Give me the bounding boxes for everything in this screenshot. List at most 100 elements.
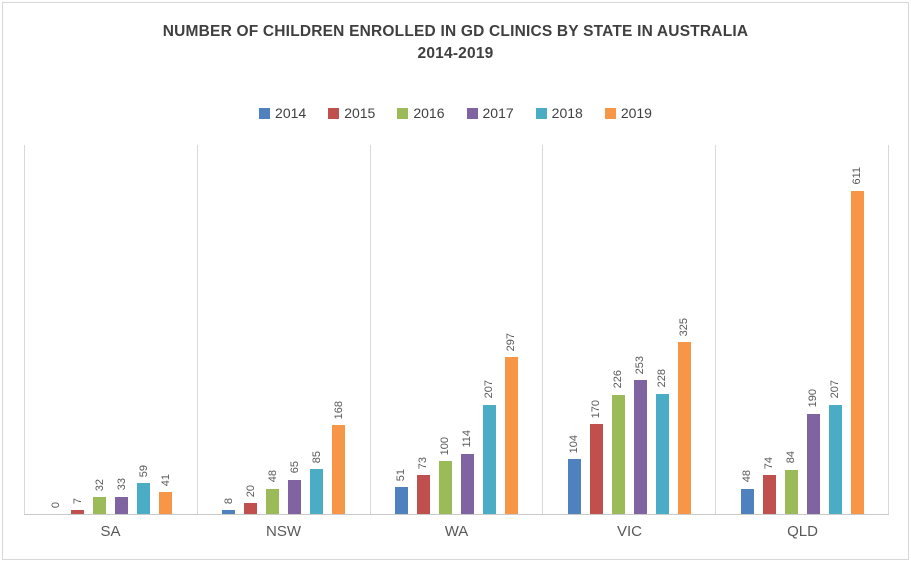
category-label-WA: WA: [444, 522, 469, 540]
bar-value-label: 170: [590, 399, 603, 419]
bar-QLD-2018: [828, 404, 842, 514]
bar-QLD-2014: [740, 488, 754, 514]
bar-value-label: 104: [568, 434, 581, 453]
category-axis: SA NSW WA VIC QLD: [24, 515, 889, 547]
bar-slot-WA-2018: 207: [482, 145, 496, 514]
category-panel-WA: 51 73 100 114 207 297: [369, 145, 543, 514]
bar-NSW-2019: [332, 425, 346, 514]
legend-item-2019: 2019: [604, 105, 652, 121]
bar-QLD-2017: [806, 413, 820, 514]
bar-WA-2017: [460, 453, 474, 514]
bar-value-label: 59: [137, 464, 150, 477]
bar-slot-VIC-2016: 226: [611, 145, 625, 514]
bar-QLD-2015: [762, 474, 776, 514]
bar-slot-NSW-2015: 20: [244, 145, 258, 514]
bar-value-label: 41: [159, 474, 172, 487]
bar-VIC-2017: [633, 380, 647, 514]
bar-slot-SA-2019: 41: [159, 145, 173, 514]
bar-SA-2016: [93, 497, 107, 514]
legend-item-2014: 2014: [259, 105, 306, 121]
bar-value-label: 100: [439, 436, 452, 456]
bar-value-label: 207: [483, 380, 496, 399]
category-panel-QLD: 48 74 84 190 207 611: [715, 145, 889, 514]
bar-slot-NSW-2018: 85: [310, 145, 324, 514]
bar-slot-WA-2017: 114: [460, 145, 474, 514]
legend-item-2016: 2016: [397, 105, 445, 121]
bar-value-label: 33: [115, 478, 128, 491]
bar-slot-QLD-2019: 611: [850, 145, 864, 514]
chart-title-line2: 2014-2019: [417, 45, 494, 62]
bar-slot-WA-2014: 51: [394, 145, 408, 514]
bar-value-label: 226: [612, 370, 625, 389]
bar-slot-WA-2019: 297: [504, 145, 518, 514]
bar-slot-SA-2015: 7: [71, 145, 85, 514]
bar-SA-2018: [137, 482, 151, 514]
bar-slot-NSW-2017: 65: [288, 145, 302, 514]
bar-slot-VIC-2017: 253: [633, 145, 647, 514]
category-label-SA: SA: [100, 522, 121, 540]
bar-VIC-2018: [655, 393, 669, 514]
legend-label: 2016: [413, 105, 445, 121]
bar-SA-2015: [71, 510, 85, 514]
bar-value-label: 0: [49, 501, 62, 508]
legend-item-2018: 2018: [535, 105, 583, 121]
legend-swatch-icon: [397, 107, 409, 119]
bar-SA-2017: [115, 496, 129, 514]
bar-NSW-2017: [288, 479, 302, 514]
bar-slot-VIC-2014: 104: [567, 145, 581, 514]
bar-value-label: 51: [395, 468, 408, 481]
bar-slot-SA-2014: 0: [49, 145, 63, 514]
chart-title: NUMBER OF CHILDREN ENROLLED IN GD CLINIC…: [0, 0, 911, 65]
bar-NSW-2014: [222, 509, 236, 514]
bar-slot-QLD-2014: 48: [740, 145, 754, 514]
bar-slot-QLD-2017: 190: [806, 145, 820, 514]
bar-VIC-2014: [567, 459, 581, 514]
bar-value-label: 7: [71, 498, 84, 505]
plot-area: 0 7 32 33 59 41 8 20 48 65 85 168 51 73 100 114 207 297 10…: [24, 145, 889, 547]
category-panel-VIC: 104 170 226 253 228 325: [542, 145, 715, 514]
category-label-NSW: NSW: [266, 522, 301, 540]
legend-label: 2017: [482, 105, 514, 121]
legend-label: 2014: [275, 105, 307, 121]
bar-slot-VIC-2018: 228: [655, 145, 669, 514]
bar-QLD-2019: [850, 191, 864, 514]
bar-VIC-2019: [677, 342, 691, 514]
bar-SA-2019: [159, 492, 173, 514]
bar-WA-2016: [438, 461, 452, 514]
bar-WA-2014: [394, 487, 408, 514]
bar-value-label: 611: [851, 167, 864, 185]
bar-value-label: 65: [288, 461, 301, 474]
legend-swatch-icon: [328, 107, 340, 119]
bar-value-label: 32: [93, 478, 106, 492]
legend-swatch-icon: [466, 107, 478, 119]
bar-slot-SA-2016: 32: [93, 145, 107, 514]
bar-VIC-2016: [611, 394, 625, 514]
bar-slot-QLD-2016: 84: [784, 145, 798, 514]
bar-value-label: 74: [763, 456, 776, 469]
bar-slot-WA-2015: 73: [416, 145, 430, 514]
bar-slot-NSW-2019: 168: [332, 145, 346, 514]
bar-value-label: 114: [461, 430, 474, 448]
bar-NSW-2016: [266, 488, 280, 514]
legend-swatch-icon: [535, 107, 547, 119]
bar-value-label: 207: [829, 380, 842, 399]
bar-slot-WA-2016: 100: [438, 145, 452, 514]
plot-grid: 0 7 32 33 59 41 8 20 48 65 85 168 51 73 100 114 207 297 10…: [24, 145, 889, 515]
bar-value-label: 297: [505, 332, 518, 351]
bar-value-label: 253: [634, 355, 647, 375]
bar-slot-SA-2018: 59: [137, 145, 151, 514]
bar-value-label: 20: [244, 485, 257, 498]
bar-WA-2015: [416, 475, 430, 514]
category-panel-NSW: 8 20 48 65 85 168: [196, 145, 370, 514]
bar-value-label: 85: [310, 450, 323, 464]
bar-WA-2018: [482, 404, 496, 514]
category-label-VIC: VIC: [616, 522, 642, 540]
legend-item-2015: 2015: [328, 105, 375, 121]
legend: 2014 2015 2016 2017 2018 2019: [0, 104, 911, 122]
legend-label: 2019: [620, 105, 652, 121]
legend-swatch-icon: [259, 107, 271, 119]
bar-NSW-2015: [244, 503, 258, 514]
legend-swatch-icon: [604, 107, 616, 119]
bar-NSW-2018: [310, 469, 324, 514]
